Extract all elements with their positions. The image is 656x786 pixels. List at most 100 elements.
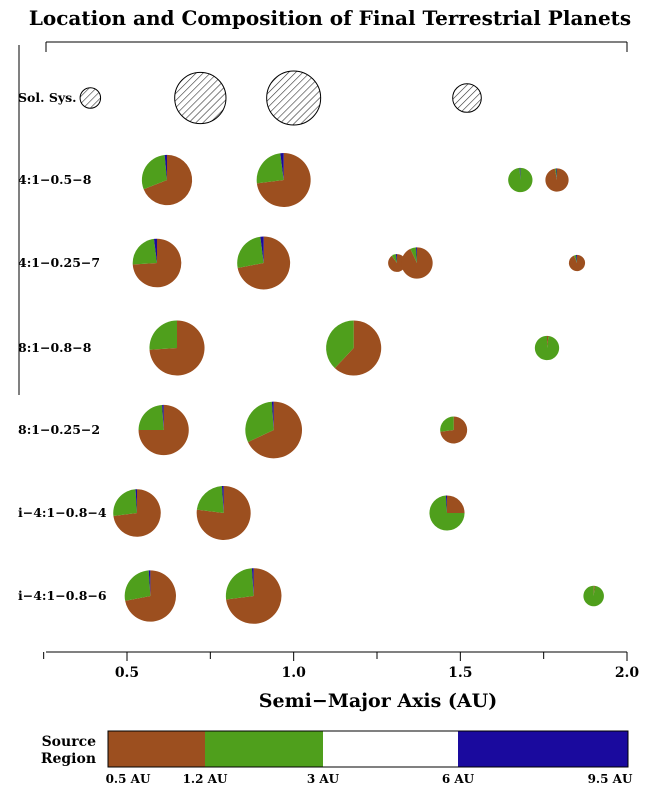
pie-slice [143,154,193,206]
planet-pie [113,489,161,537]
pie-slice [113,489,161,537]
plot-frame [18,41,628,653]
x-tick-label: 0.5 [115,665,139,681]
planet-pie [545,168,569,192]
planet-pie [132,238,182,288]
pie-slice [245,401,274,443]
pie-slice [251,568,254,596]
row-label: i−4:1−0.8−4 [18,505,107,520]
legend-swatch [323,731,458,767]
pie-slice [162,404,164,430]
planet-pie [196,486,251,540]
pie-slice [416,247,417,263]
pie-slice [554,168,557,180]
pie-slice [391,254,397,263]
pie-slice [271,401,274,430]
pie-slice [440,416,454,432]
row-labels: Sol. Sys. 4:1−0.5−8 4:1−0.25−7 8:1−0.8−8 8:1… [18,90,107,603]
legend-labels: 0.5 AU 1.2 AU 3 AU 6 AU 9.5 AU [106,772,633,786]
planet-pie [138,404,189,456]
pie-slice [153,238,157,263]
pie-slice [583,585,604,607]
x-ticks: 0.5 1.0 1.5 2.0 [43,652,640,681]
planet-pie [237,236,291,290]
planet-pie [534,335,560,361]
legend-tick-label: 1.2 AU [183,772,228,786]
row-label: i−4:1−0.8−6 [18,588,107,603]
pie-slice [148,570,151,596]
pie-slice [132,238,157,265]
pie-slice [447,495,465,513]
planet-pie [401,247,433,279]
pie-slice [256,153,284,184]
legend-swatch [205,731,323,767]
pie-slice [395,254,397,263]
pie-slice [196,486,224,513]
row-label: Sol. Sys. [18,90,77,105]
planet-pie [149,320,205,376]
planet-pie [245,401,303,459]
solar-planet [452,83,482,113]
legend-tick-label: 0.5 AU [106,772,151,786]
planet-pie [568,254,586,272]
pie-slice [260,236,264,263]
pie-slice [593,585,595,596]
pie-slice [429,495,465,531]
pie-slice [237,236,291,290]
pie-slice [256,153,311,207]
planet-pie [388,254,406,272]
pie-slice [410,247,417,263]
legend-title-line2: Region [41,751,96,767]
x-tick-label: 1.5 [448,665,472,681]
pie-slice [196,486,251,540]
pie-slice [132,238,182,288]
pie-slice [445,495,447,513]
pie-slice [135,489,137,513]
pie-slice [575,254,577,263]
row-label: 4:1−0.25−7 [18,255,100,270]
planet-pie [440,416,468,444]
pie-slice [519,167,521,180]
pie-slice [388,254,406,272]
planet-pie [326,320,382,376]
pie-slice [568,254,586,272]
pie-slice [221,486,224,513]
pie-slice [125,570,176,622]
solar-planet [79,87,102,109]
legend-tick-label: 6 AU [442,772,475,786]
planet-pie [256,153,311,207]
pie-slice [440,416,468,444]
pie-slice [225,568,254,600]
pie-slice [326,320,354,369]
pie-slice [401,247,433,279]
pie-slice [149,320,177,350]
pie-slice [141,155,167,190]
pie-slice [547,335,549,348]
pie-slice [248,401,303,459]
x-tick-label: 2.0 [615,665,640,681]
legend-tick-label: 3 AU [307,772,340,786]
pie-slice [534,335,560,361]
planet-pie [141,154,193,206]
legend-swatch [108,731,205,767]
planet-pie [225,568,282,624]
pie-slice [334,320,382,376]
pie-slice [149,320,205,376]
planet-pie [429,495,465,531]
legend-title-line1: Source [42,734,97,750]
pie-slice [226,568,282,624]
legend-tick-label: 9.5 AU [588,772,633,786]
solar-planet [174,71,227,125]
planets [79,70,604,624]
x-tick-label: 1.0 [281,665,306,681]
x-axis-label: Semi−Major Axis (AU) [259,690,497,712]
legend-border [107,730,629,768]
pie-slice [556,168,557,180]
pie-slice [138,404,164,430]
planet-pie [124,570,176,622]
row-label: 8:1−0.25−2 [18,422,100,437]
planet-pie [508,167,533,193]
solar-planet [266,70,322,126]
row-label: 4:1−0.5−8 [18,172,92,187]
